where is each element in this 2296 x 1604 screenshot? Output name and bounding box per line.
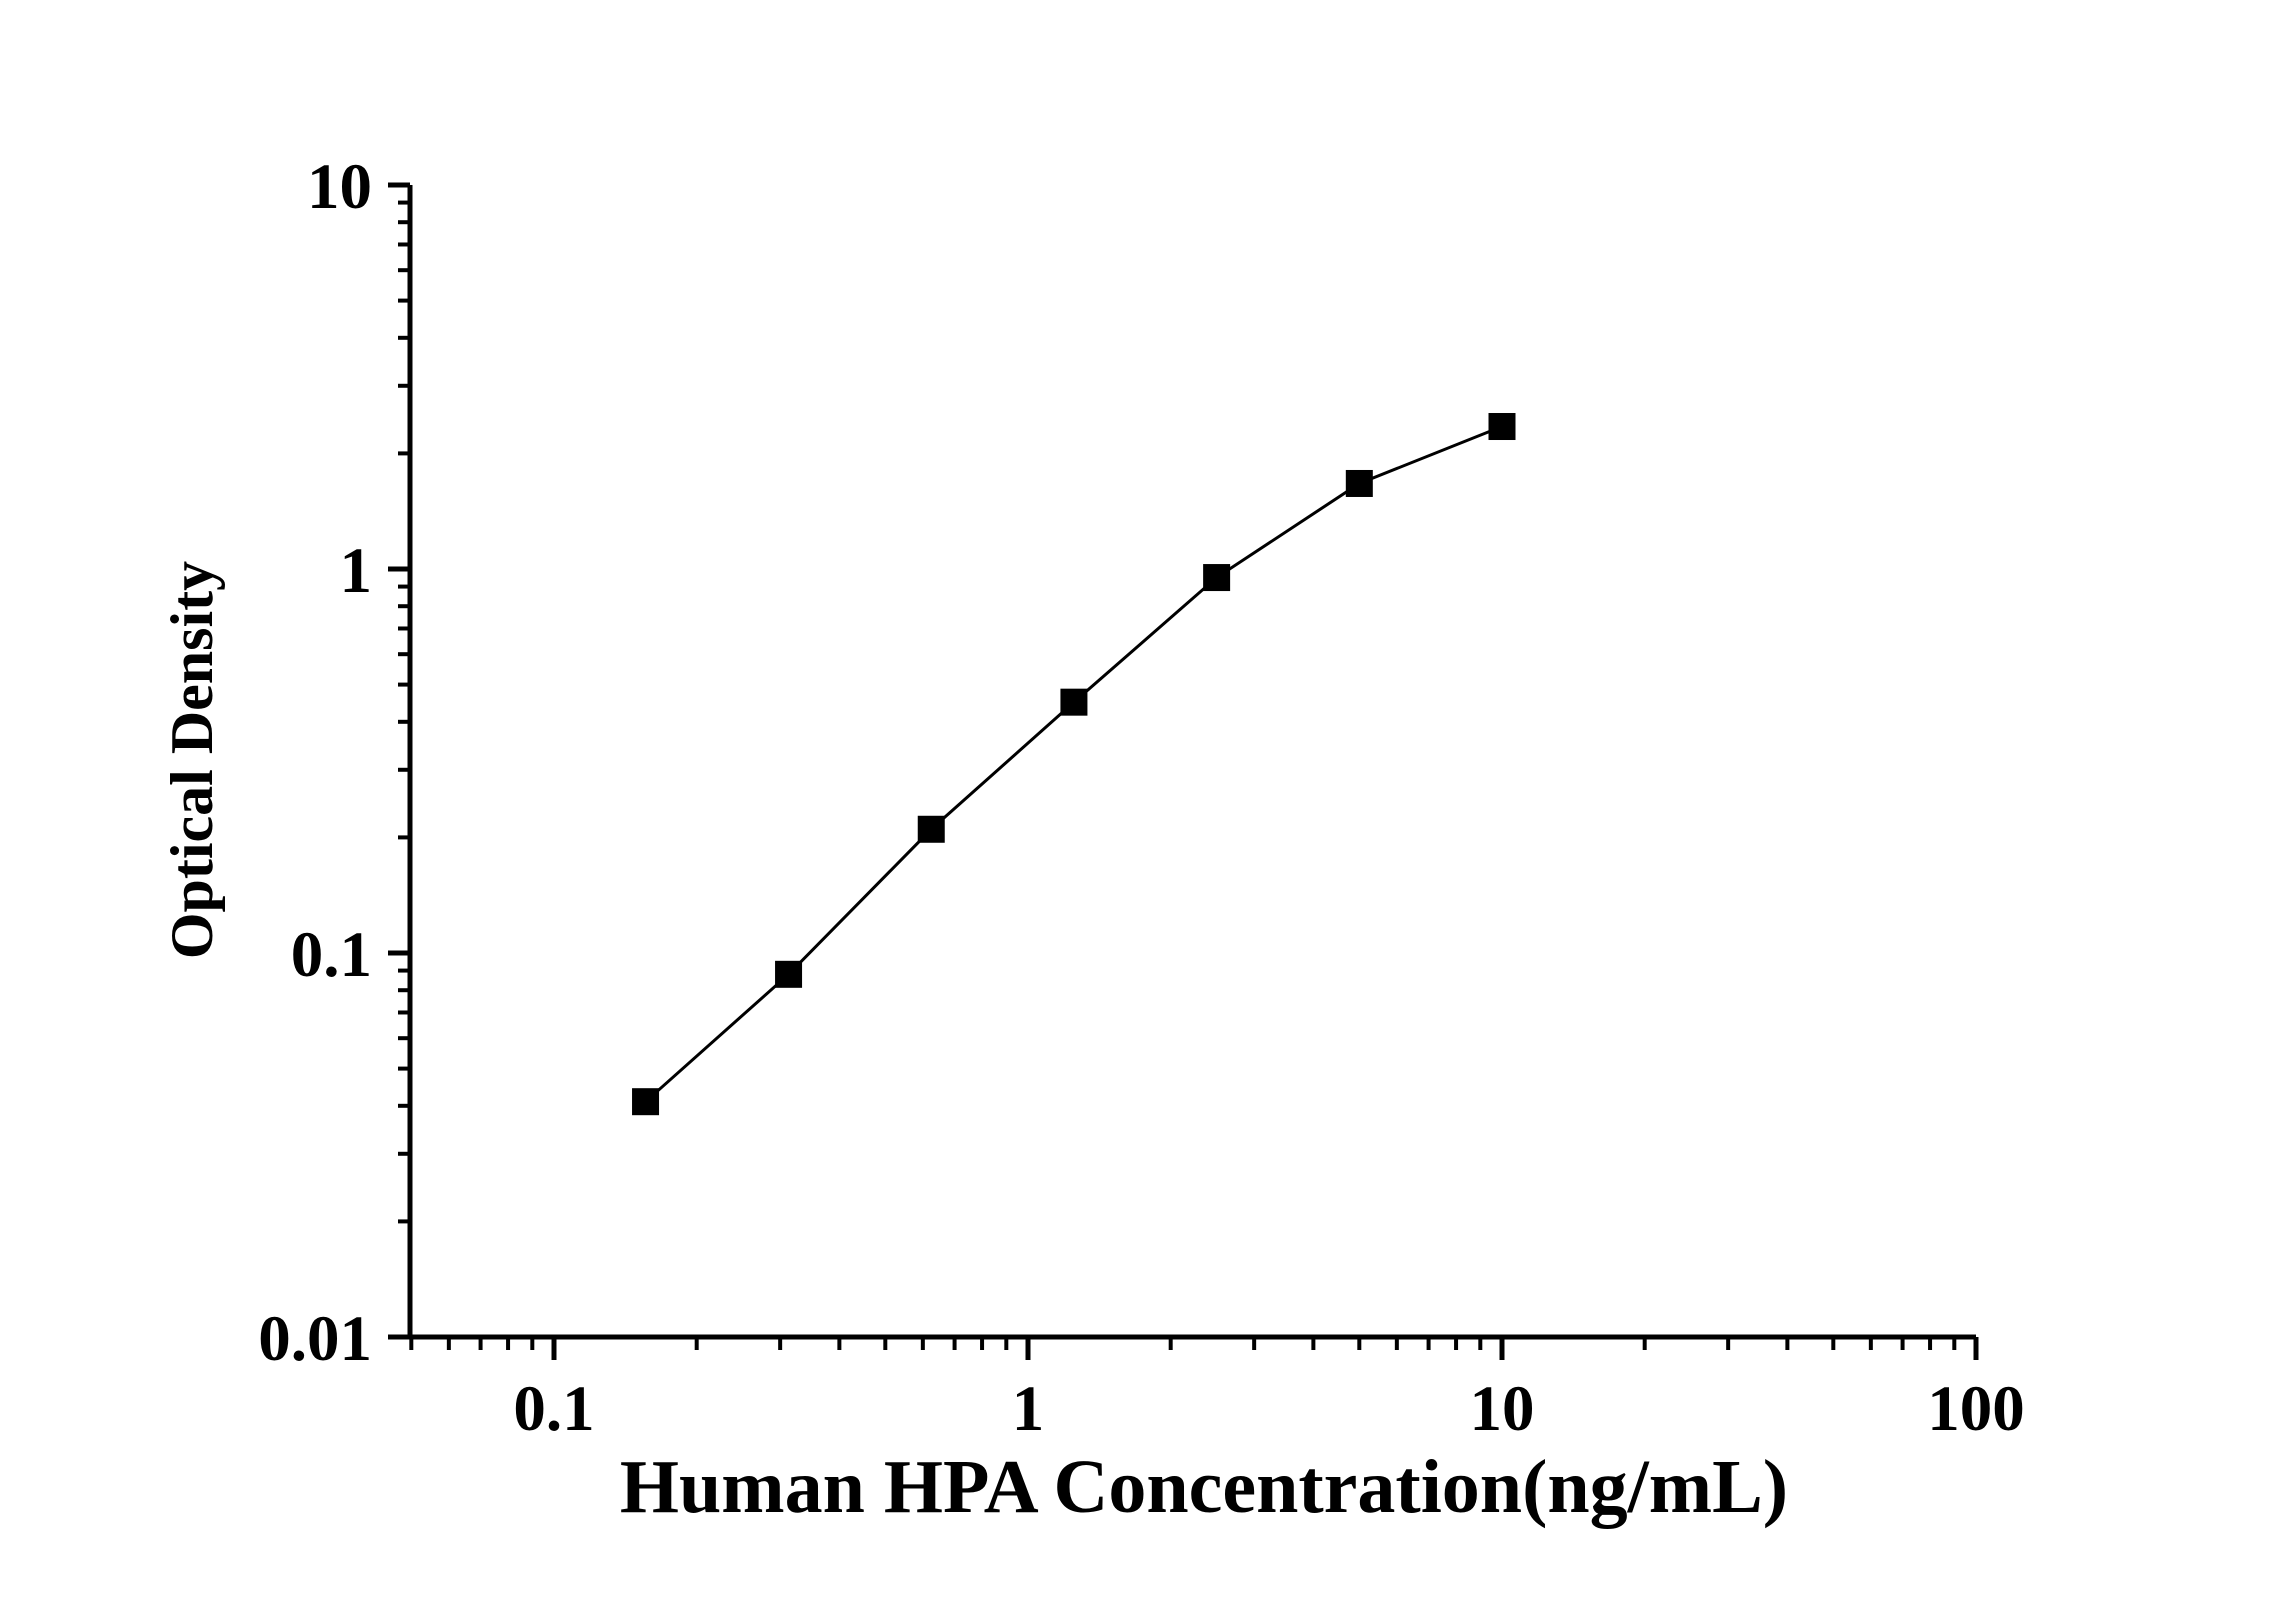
data-point-marker: [917, 815, 945, 843]
y-tick-label: 1: [340, 535, 373, 607]
data-point-marker: [775, 960, 803, 988]
x-tick-label: 0.1: [513, 1373, 594, 1445]
curve-line: [644, 425, 1503, 1103]
axis-tick-labels: 0.1 1 10 100 0.01 0.1 1 10: [258, 151, 2025, 1445]
y-tick-label: 0.01: [258, 1303, 372, 1375]
data-point-marker: [1203, 564, 1231, 592]
x-tick-label: 100: [1927, 1373, 2025, 1445]
y-tick-label: 10: [307, 151, 372, 223]
data-point-marker: [1345, 469, 1373, 497]
axis-ticks: [388, 182, 1979, 1360]
data-point-marker: [1060, 688, 1088, 716]
data-point-marker: [632, 1088, 660, 1116]
x-tick-label: 10: [1470, 1373, 1535, 1445]
axes: [407, 185, 1976, 1340]
data-point-marker: [1488, 413, 1516, 441]
data-series: [632, 413, 1516, 1116]
x-axis-title: Human HPA Concentration(ng/mL): [620, 1445, 1788, 1529]
y-tick-label: 0.1: [291, 919, 372, 991]
x-tick-label: 1: [1012, 1373, 1045, 1445]
y-axis-title: Optical Density: [159, 561, 225, 959]
